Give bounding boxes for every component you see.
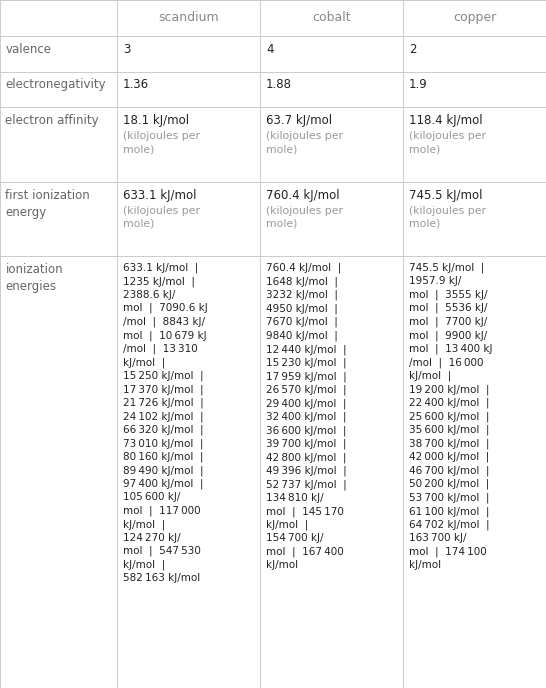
Text: 1.36: 1.36 [123, 78, 149, 92]
Text: 633.1 kJ/mol: 633.1 kJ/mol [123, 189, 197, 202]
Text: 18.1 kJ/mol: 18.1 kJ/mol [123, 114, 189, 127]
Text: (kilojoules per
mole): (kilojoules per mole) [123, 206, 200, 228]
Text: electronegativity: electronegativity [5, 78, 106, 92]
Text: 3: 3 [123, 43, 130, 56]
Text: 2: 2 [409, 43, 417, 56]
Text: 745.5 kJ/mol  |
1957.9 kJ/
mol  |  3555 kJ/
mol  |  5536 kJ/
mol  |  7700 kJ/
mo: 745.5 kJ/mol | 1957.9 kJ/ mol | 3555 kJ/… [409, 263, 492, 570]
Text: (kilojoules per
mole): (kilojoules per mole) [409, 131, 486, 154]
Text: first ionization
energy: first ionization energy [5, 189, 90, 219]
Text: scandium: scandium [158, 12, 219, 24]
Text: 4: 4 [266, 43, 274, 56]
Text: electron affinity: electron affinity [5, 114, 99, 127]
Text: (kilojoules per
mole): (kilojoules per mole) [266, 206, 343, 228]
Text: ionization
energies: ionization energies [5, 263, 63, 293]
Text: 760.4 kJ/mol  |
1648 kJ/mol  |
3232 kJ/mol  |
4950 kJ/mol  |
7670 kJ/mol  |
9840: 760.4 kJ/mol | 1648 kJ/mol | 3232 kJ/mol… [266, 263, 347, 570]
Text: 633.1 kJ/mol  |
1235 kJ/mol  |
2388.6 kJ/
mol  |  7090.6 kJ
/mol  |  8843 kJ/
mo: 633.1 kJ/mol | 1235 kJ/mol | 2388.6 kJ/ … [123, 263, 207, 583]
Text: 63.7 kJ/mol: 63.7 kJ/mol [266, 114, 332, 127]
Text: (kilojoules per
mole): (kilojoules per mole) [266, 131, 343, 154]
Text: 1.9: 1.9 [409, 78, 428, 92]
Text: (kilojoules per
mole): (kilojoules per mole) [409, 206, 486, 228]
Text: 760.4 kJ/mol: 760.4 kJ/mol [266, 189, 340, 202]
Text: (kilojoules per
mole): (kilojoules per mole) [123, 131, 200, 154]
Text: 1.88: 1.88 [266, 78, 292, 92]
Text: 118.4 kJ/mol: 118.4 kJ/mol [409, 114, 483, 127]
Text: valence: valence [5, 43, 51, 56]
Text: cobalt: cobalt [313, 12, 351, 24]
Text: copper: copper [453, 12, 496, 24]
Text: 745.5 kJ/mol: 745.5 kJ/mol [409, 189, 483, 202]
